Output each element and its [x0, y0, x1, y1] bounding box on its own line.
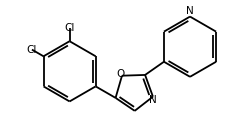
- Text: Cl: Cl: [64, 23, 75, 33]
- Text: O: O: [116, 69, 124, 79]
- Text: Cl: Cl: [27, 45, 37, 55]
- Text: N: N: [186, 6, 194, 16]
- Text: N: N: [149, 95, 157, 105]
